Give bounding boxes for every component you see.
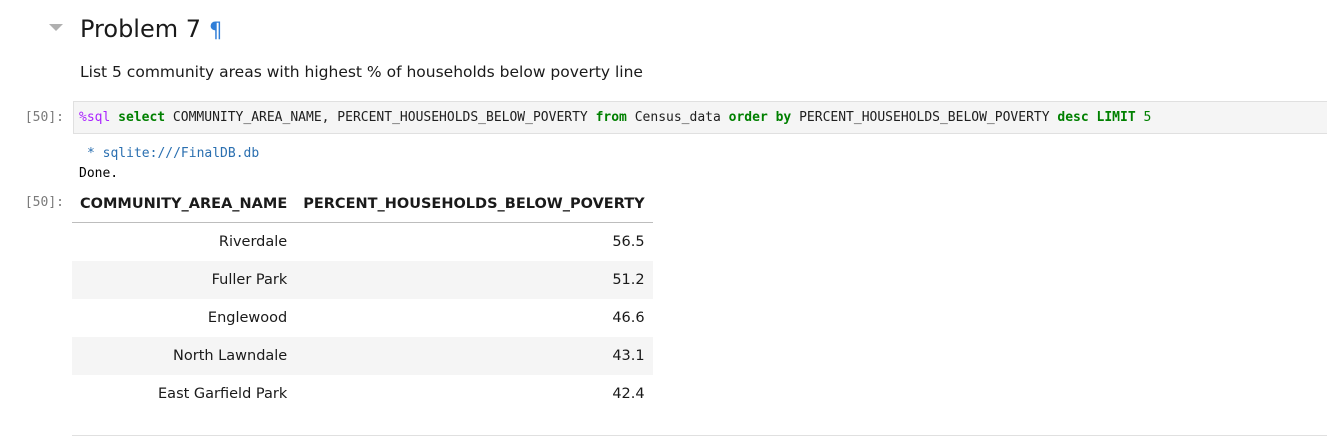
cell-percent: 51.2 bbox=[295, 261, 653, 299]
code-keyword-by: by bbox=[775, 110, 792, 125]
code-space bbox=[768, 110, 776, 125]
code-magic: %sql bbox=[79, 110, 111, 125]
cell-community-area: Fuller Park bbox=[72, 261, 296, 299]
table-row: Fuller Park 51.2 bbox=[72, 261, 653, 299]
table-row: East Garfield Park 42.4 bbox=[72, 375, 653, 413]
table-row: Englewood 46.6 bbox=[72, 299, 653, 337]
code-space bbox=[1089, 110, 1097, 125]
code-order-column: PERCENT_HOUSEHOLDS_BELOW_POVERTY bbox=[791, 110, 1058, 125]
collapse-heading-icon[interactable] bbox=[49, 24, 63, 31]
code-keyword-select: select bbox=[118, 110, 166, 125]
code-space bbox=[110, 110, 118, 125]
code-keyword-order: order bbox=[728, 110, 768, 125]
column-header-percent-households: PERCENT_HOUSEHOLDS_BELOW_POVERTY bbox=[295, 186, 653, 223]
anchor-link-icon[interactable]: ¶ bbox=[209, 18, 223, 42]
stream-output: * sqlite:///FinalDB.db Done. bbox=[79, 144, 259, 184]
output-prompt: [50]: bbox=[24, 195, 64, 210]
cell-percent: 46.6 bbox=[295, 299, 653, 337]
code-keyword-desc: desc bbox=[1057, 110, 1089, 125]
cell-community-area: East Garfield Park bbox=[72, 375, 296, 413]
cell-percent: 56.5 bbox=[295, 222, 653, 261]
table-header-row: COMMUNITY_AREA_NAME PERCENT_HOUSEHOLDS_B… bbox=[72, 186, 653, 223]
cell-community-area: Englewood bbox=[72, 299, 296, 337]
cell-divider bbox=[72, 435, 1327, 436]
db-connection-line: * sqlite:///FinalDB.db bbox=[87, 146, 260, 161]
code-table-name: Census_data bbox=[626, 110, 729, 125]
cell-community-area: North Lawndale bbox=[72, 337, 296, 375]
result-table: COMMUNITY_AREA_NAME PERCENT_HOUSEHOLDS_B… bbox=[72, 186, 653, 413]
code-keyword-limit: LIMIT bbox=[1096, 110, 1136, 125]
table-row: Riverdale 56.5 bbox=[72, 222, 653, 261]
cell-percent: 43.1 bbox=[295, 337, 653, 375]
code-columns: COMMUNITY_AREA_NAME, PERCENT_HOUSEHOLDS_… bbox=[165, 110, 596, 125]
markdown-description: List 5 community areas with highest % of… bbox=[80, 63, 643, 81]
done-line: Done. bbox=[79, 166, 119, 181]
heading-title: Problem 7 bbox=[80, 15, 202, 43]
cell-community-area: Riverdale bbox=[72, 222, 296, 261]
code-editor[interactable]: %sql select COMMUNITY_AREA_NAME, PERCENT… bbox=[73, 101, 1327, 134]
section-heading: Problem 7 ¶ bbox=[80, 12, 222, 47]
input-prompt: [50]: bbox=[24, 110, 64, 125]
code-number: 5 bbox=[1143, 110, 1152, 125]
code-keyword-from: from bbox=[595, 110, 627, 125]
table-row: North Lawndale 43.1 bbox=[72, 337, 653, 375]
column-header-community-area-name: COMMUNITY_AREA_NAME bbox=[72, 186, 296, 223]
cell-percent: 42.4 bbox=[295, 375, 653, 413]
